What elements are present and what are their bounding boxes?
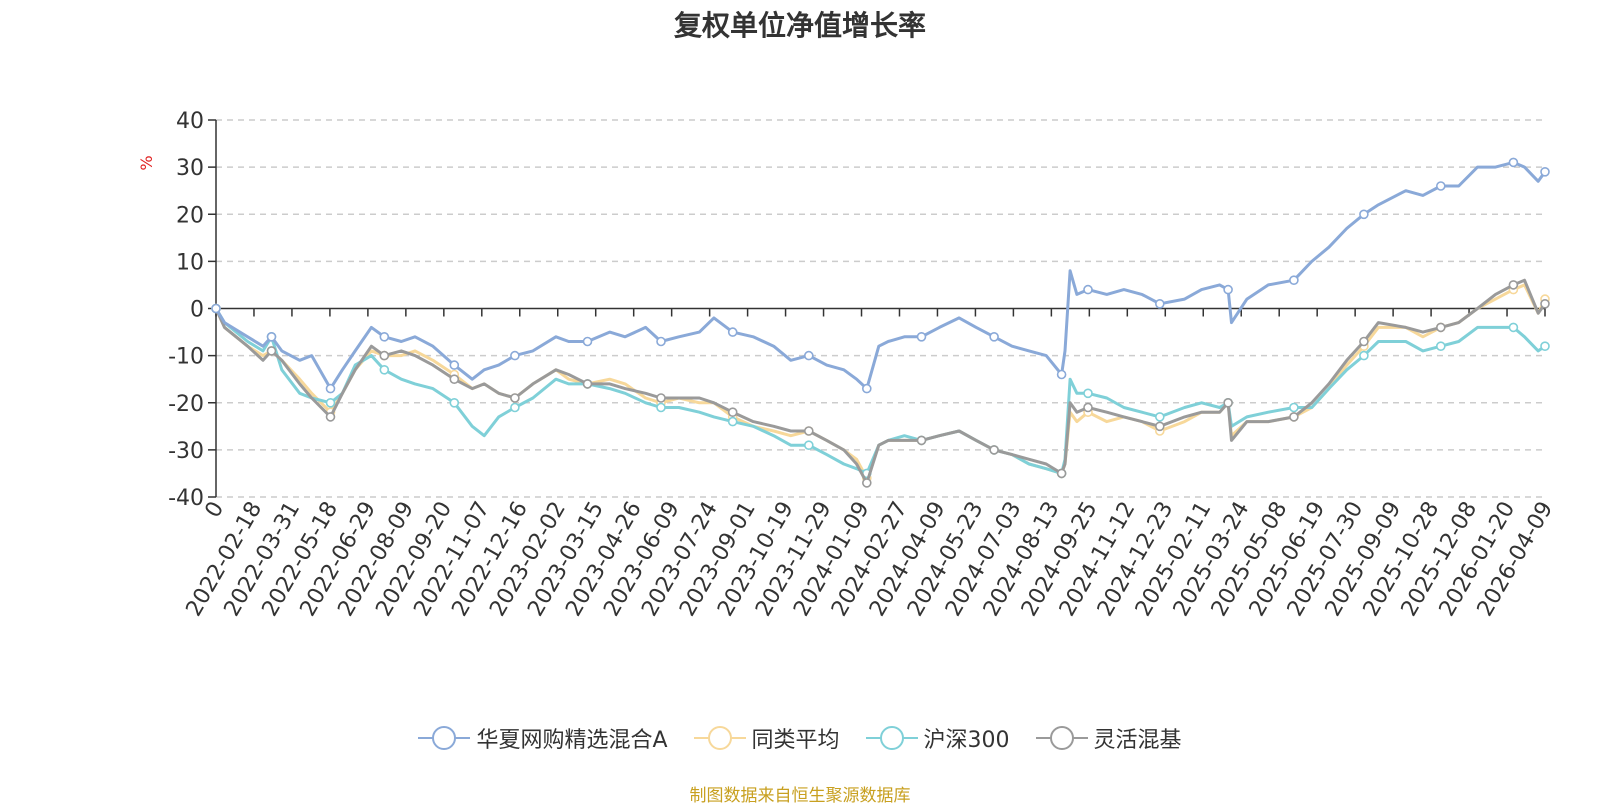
y-tick-labels: -40 -30 -20 -10 0 10 20 30 40	[168, 109, 204, 511]
legend-item[interactable]: 沪深300	[865, 722, 1010, 754]
data-point	[1436, 181, 1446, 191]
data-point	[1083, 284, 1093, 295]
data-point	[1155, 412, 1165, 422]
data-point	[325, 412, 336, 422]
grid-lines	[216, 119, 1545, 498]
data-point	[449, 374, 460, 385]
chart-title: 复权单位净值增长率	[673, 9, 926, 42]
data-point	[1540, 167, 1550, 177]
data-point	[861, 383, 872, 394]
data-point	[727, 416, 738, 427]
data-point	[656, 402, 666, 413]
data-point	[1359, 350, 1369, 361]
data-point	[510, 350, 520, 361]
series-0	[211, 157, 1550, 394]
data-point	[1289, 402, 1299, 413]
data-point	[211, 303, 221, 314]
data-point	[1223, 284, 1233, 295]
data-point	[266, 346, 277, 356]
legend-item[interactable]: 华夏网购精选混合A	[418, 722, 668, 754]
data-point	[1155, 421, 1165, 432]
data-point	[656, 336, 666, 347]
data-point	[803, 426, 814, 436]
data-point	[325, 397, 336, 408]
legend-item[interactable]: 灵活混基	[1035, 722, 1182, 754]
data-point	[582, 336, 593, 347]
data-point	[379, 364, 390, 375]
data-point	[1083, 388, 1093, 399]
y-tick-label: -10	[168, 345, 204, 370]
data-point	[1359, 336, 1369, 347]
data-point	[727, 327, 738, 337]
legend-label: 灵活混基	[1093, 728, 1182, 753]
y-tick-label: 10	[176, 250, 204, 275]
y-tick-label: 40	[176, 109, 204, 134]
legend-swatch	[1035, 726, 1088, 750]
data-point	[1223, 397, 1233, 408]
data-point	[1289, 275, 1299, 286]
legend-label: 同类平均	[751, 728, 840, 753]
series-2	[211, 303, 1550, 479]
y-tick-label: -20	[168, 392, 204, 417]
data-point	[1508, 157, 1519, 168]
series-lines	[211, 157, 1550, 488]
data-point	[1436, 322, 1446, 333]
data-point	[510, 402, 520, 413]
series-line	[214, 307, 1546, 475]
legend-item[interactable]: 同类平均	[693, 722, 840, 754]
x-tick-label: 0	[201, 498, 230, 523]
data-point	[379, 350, 390, 361]
data-point	[727, 407, 738, 418]
data-point	[803, 440, 814, 451]
data-point	[656, 393, 666, 403]
data-point	[1083, 402, 1093, 413]
data-point	[1359, 209, 1369, 220]
series-line	[214, 278, 1547, 485]
data-point	[1508, 280, 1519, 290]
y-axis-label: %	[137, 155, 156, 170]
legend-label: 华夏网购精选混合A	[476, 728, 668, 753]
data-point	[510, 393, 520, 403]
data-point	[1155, 298, 1165, 309]
data-point	[989, 331, 999, 342]
data-point	[803, 350, 814, 361]
legend-label: 沪深300	[923, 728, 1010, 753]
line-chart: % -40 -30 -20 -10 0 10 20 30 40 02022-02-182022-…	[137, 109, 1559, 621]
data-point	[582, 379, 593, 389]
data-point	[449, 397, 460, 408]
legend-swatch	[418, 726, 471, 750]
data-point	[1540, 298, 1550, 309]
data-point	[1436, 341, 1446, 352]
y-tick-label: -40	[168, 486, 204, 511]
data-point	[266, 331, 277, 342]
data-point	[325, 383, 336, 394]
data-point	[1540, 341, 1550, 352]
legend-swatch	[693, 726, 746, 750]
x-tick-labels: 02022-02-182022-03-312022-05-182022-06-2…	[182, 498, 1559, 621]
data-point	[449, 360, 460, 370]
data-point	[1508, 322, 1519, 333]
data-point	[916, 435, 927, 446]
legend: 华夏网购精选混合A 同类平均 沪深300 灵活混基	[0, 722, 1600, 754]
data-point	[1289, 412, 1299, 422]
data-point	[989, 445, 999, 455]
data-point	[1056, 468, 1067, 479]
data-point	[379, 331, 390, 342]
y-tick-label: -30	[168, 439, 204, 464]
data-point	[861, 478, 872, 488]
series-line	[214, 283, 1547, 480]
data-point	[1056, 369, 1067, 380]
y-tick-label: 20	[176, 203, 204, 228]
y-tick-label: 30	[176, 156, 204, 181]
series-line	[214, 160, 1547, 391]
legend-swatch	[865, 726, 918, 750]
axes	[208, 119, 1546, 498]
source-note: 制图数据来自恒生聚源数据库	[689, 786, 911, 806]
y-tick-label: 0	[190, 298, 204, 323]
data-point	[916, 331, 927, 342]
